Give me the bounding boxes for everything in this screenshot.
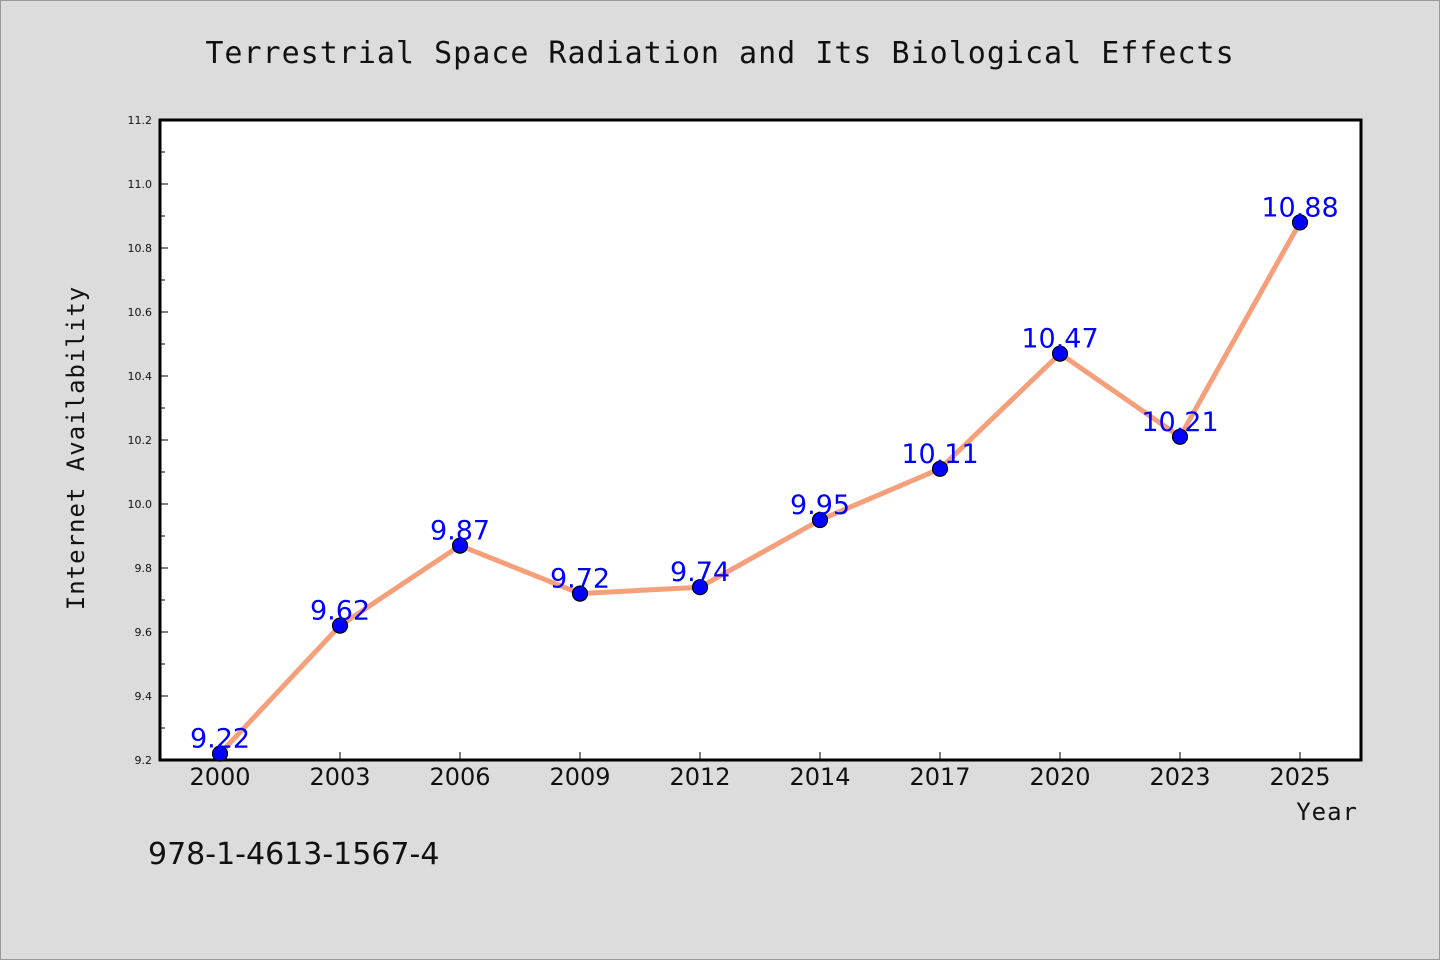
y-tick-label: 9.6	[135, 626, 153, 639]
y-axis-ticks: 9.2 9.4 9.6 9.8 10.0 10.2 10.4 10.6 10.8 11.0 11.2	[128, 114, 168, 767]
x-tick-label: 2006	[429, 763, 490, 791]
data-point	[451, 537, 469, 554]
y-tick-label: 10.4	[128, 370, 153, 383]
data-label: 9.62	[310, 596, 370, 627]
y-tick-label: 10.8	[128, 242, 153, 255]
data-label: 9.22	[190, 724, 250, 755]
y-axis-label: Internet Availability	[62, 286, 90, 610]
data-label: 9.74	[670, 557, 730, 588]
data-label: 10.47	[1021, 324, 1098, 355]
data-point	[691, 579, 709, 596]
data-label: 9.87	[430, 516, 490, 547]
y-tick-label: 9.2	[135, 754, 153, 767]
x-tick-label: 2025	[1269, 763, 1330, 791]
y-tick-label: 9.8	[135, 562, 153, 575]
x-tick-label: 2003	[309, 763, 370, 791]
data-label: 10.11	[901, 439, 978, 470]
y-tick-label: 11.2	[128, 114, 153, 127]
data-point	[1291, 214, 1309, 231]
data-point	[811, 511, 829, 529]
x-tick-label: 2000	[189, 763, 250, 791]
data-point	[211, 745, 229, 762]
plot-area	[158, 118, 1363, 762]
x-tick-label: 2023	[1149, 763, 1210, 791]
x-tick-label: 2020	[1029, 763, 1090, 791]
data-label: 10.88	[1261, 192, 1338, 223]
data-labels: 9.22 9.62 9.87 9.72 9.74 9.95 10.11 10.47 10.21 1…	[190, 192, 1339, 754]
data-point	[331, 617, 349, 634]
data-point	[1171, 428, 1189, 445]
data-label: 9.95	[790, 490, 850, 521]
x-tick-label: 2014	[789, 763, 850, 791]
series-line	[217, 219, 1303, 757]
data-point	[1051, 345, 1069, 362]
data-point	[571, 585, 589, 602]
x-tick-label: 2017	[909, 763, 970, 791]
y-tick-label: 9.4	[135, 690, 153, 703]
y-tick-label: 11.0	[128, 178, 153, 191]
data-label: 10.21	[1141, 407, 1218, 438]
isbn-text: 978-1-4613-1567-4	[148, 837, 439, 872]
data-point	[931, 460, 949, 477]
data-label: 9.72	[550, 564, 610, 595]
y-tick-label: 10.6	[128, 306, 153, 319]
chart-title: Terrestrial Space Radiation and Its Biol…	[205, 36, 1234, 71]
x-tick-label: 2012	[669, 763, 730, 791]
y-tick-label: 10.2	[128, 434, 153, 447]
y-tick-label: 10.0	[128, 498, 153, 511]
x-axis-ticks: 2000 2003 2006 2009 2012 2014 2017 2020 2023 2025	[189, 752, 1331, 791]
data-markers	[211, 214, 1309, 762]
x-axis-label: Year	[1296, 798, 1358, 826]
x-tick-label: 2009	[549, 763, 610, 791]
